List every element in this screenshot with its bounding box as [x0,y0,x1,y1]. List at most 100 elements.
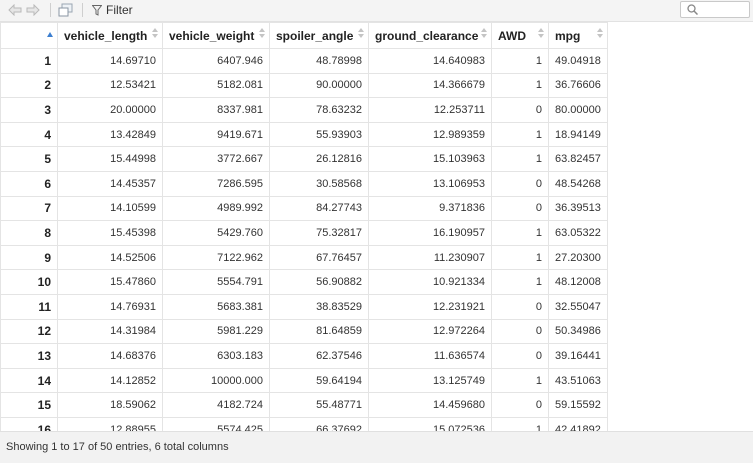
column-header-label: vehicle_weight [169,28,255,43]
table-cell: 9.371836 [368,195,492,222]
sort-ascending-icon [47,32,53,37]
column-header[interactable]: mpg [548,22,608,49]
table-cell: 0 [491,318,549,345]
table-row[interactable]: 3 20.00000 8337.981 78.63232 12.253711 0 80.00… [0,97,608,123]
table-cell: 63.05322 [548,220,608,246]
column-header[interactable]: spoiler_angle [269,22,369,49]
table-cell: 13.125749 [368,367,492,394]
table-cell: 14.68376 [57,343,163,369]
table-cell: 55.93903 [269,121,369,148]
filter-label: Filter [106,3,133,17]
popout-window-icon[interactable] [58,3,74,17]
sort-toggle-icon[interactable] [152,28,158,40]
table-cell: 63.82457 [548,146,608,172]
table-cell: 14.459680 [368,392,492,418]
table-row[interactable]: 12 14.31984 5981.229 81.64859 12.972264 0 50.3… [0,318,608,345]
table-row[interactable]: 7 14.10599 4989.992 84.27743 9.371836 0 36.395… [0,195,608,222]
table-cell: 8337.981 [162,97,270,123]
table-cell: 1 [491,367,549,394]
table-cell: 16.190957 [368,220,492,246]
table-cell: 12.972264 [368,318,492,345]
table-cell: 50.34986 [548,318,608,345]
table-row[interactable]: 4 13.42849 9419.671 55.93903 12.989359 1 18.94… [0,121,608,148]
table-row[interactable]: 10 15.47860 5554.791 56.90882 10.921334 1 48.1… [0,269,608,295]
table-cell: 32.55047 [548,293,608,320]
table-cell: 1 [491,48,549,74]
table-cell: 12.989359 [368,121,492,148]
table-cell: 38.83529 [269,293,369,320]
table-cell: 20.00000 [57,97,163,123]
table-cell: 5182.081 [162,72,270,99]
table-cell: 5981.229 [162,318,270,345]
column-header-label: vehicle_length [64,28,148,43]
sort-toggle-icon[interactable] [538,28,544,40]
data-table: vehicle_length vehicle_weight spoiler_angl… [0,22,608,443]
table-cell: 36.76606 [548,72,608,99]
table-cell: 84.27743 [269,195,369,222]
table-cell: 75.32817 [269,220,369,246]
table-row[interactable]: 9 14.52506 7122.962 67.76457 11.230907 1 27.20… [0,244,608,271]
column-header[interactable]: vehicle_length [57,22,163,49]
table-row[interactable]: 14 14.12852 10000.000 59.64194 13.125749 1 43.… [0,367,608,394]
table-row[interactable]: 11 14.76931 5683.381 38.83529 12.231921 0 32.5… [0,293,608,320]
table-cell: 48.78998 [269,48,369,74]
table-cell: 36.39513 [548,195,608,222]
back-arrow-icon[interactable] [8,3,22,17]
table-cell: 0 [491,170,549,197]
row-number-cell: 1 [0,48,58,74]
table-cell: 14.10599 [57,195,163,222]
table-cell: 14.366679 [368,72,492,99]
row-number-cell: 12 [0,318,58,345]
table-row[interactable]: 13 14.68376 6303.183 62.37546 11.636574 0 39.1… [0,343,608,369]
table-cell: 4989.992 [162,195,270,222]
table-row[interactable]: 6 14.45357 7286.595 30.58568 13.106953 0 48.54… [0,170,608,197]
table-row[interactable]: 8 15.45398 5429.760 75.32817 16.190957 1 63.05… [0,220,608,246]
table-cell: 9419.671 [162,121,270,148]
search-box[interactable] [680,1,750,18]
status-bar: Showing 1 to 17 of 50 entries, 6 total c… [0,431,753,463]
table-cell: 10000.000 [162,367,270,394]
row-number-cell: 13 [0,343,58,369]
table-cell: 12.53421 [57,72,163,99]
table-cell: 4182.724 [162,392,270,418]
table-cell: 48.12008 [548,269,608,295]
table-cell: 49.04918 [548,48,608,74]
table-cell: 10.921334 [368,269,492,295]
table-cell: 56.90882 [269,269,369,295]
table-cell: 13.42849 [57,121,163,148]
row-number-cell: 6 [0,170,58,197]
table-row[interactable]: 5 15.44998 3772.667 26.12816 15.103963 1 63.82… [0,146,608,172]
toolbar: Filter [0,0,753,22]
table-cell: 62.37546 [269,343,369,369]
filter-button[interactable]: Filter [92,2,133,18]
row-number-cell: 5 [0,146,58,172]
table-cell: 6303.183 [162,343,270,369]
column-header[interactable]: ground_clearance [368,22,492,49]
row-number-cell: 8 [0,220,58,246]
sort-toggle-icon[interactable] [596,28,603,40]
sort-toggle-icon[interactable] [481,28,487,40]
row-number-cell: 7 [0,195,58,222]
table-cell: 11.636574 [368,343,492,369]
table-cell: 14.76931 [57,293,163,320]
row-number-cell: 2 [0,72,58,99]
table-row[interactable]: 1 14.69710 6407.946 48.78998 14.640983 1 49.04… [0,48,608,74]
table-row[interactable]: 15 18.59062 4182.724 55.48771 14.459680 0 59.1… [0,392,608,418]
column-header[interactable]: AWD [491,22,549,49]
forward-arrow-icon[interactable] [26,3,40,17]
toolbar-divider [82,3,83,17]
table-cell: 15.47860 [57,269,163,295]
row-number-cell: 4 [0,121,58,148]
sort-toggle-icon[interactable] [259,28,265,40]
search-input[interactable] [701,2,747,17]
row-number-header[interactable] [0,22,58,49]
row-number-cell: 9 [0,244,58,271]
column-header[interactable]: vehicle_weight [162,22,270,49]
table-cell: 13.106953 [368,170,492,197]
table-cell: 7286.595 [162,170,270,197]
table-cell: 12.231921 [368,293,492,320]
column-header-label: mpg [555,28,581,43]
sort-toggle-icon[interactable] [358,28,364,40]
table-cell: 1 [491,220,549,246]
table-row[interactable]: 2 12.53421 5182.081 90.00000 14.366679 1 36.76… [0,72,608,99]
